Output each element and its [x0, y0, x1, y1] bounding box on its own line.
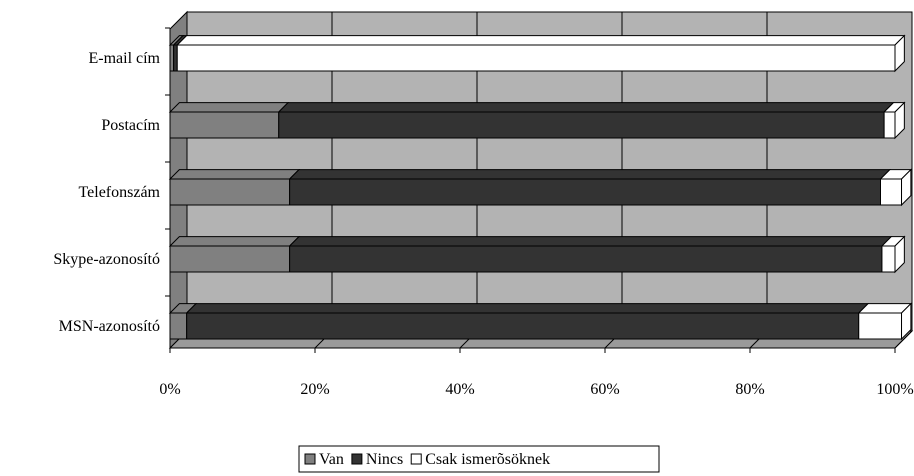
bar-nincs-3-top — [288, 169, 892, 180]
bar-csak-ismer-s-knek-3 — [879, 168, 913, 207]
bar-van-5-front — [169, 312, 188, 340]
bar-nincs-1-front — [173, 44, 178, 72]
bar-nincs-4 — [288, 236, 893, 273]
legend-swatch — [351, 453, 363, 465]
x-tick-label: 80% — [735, 381, 764, 398]
legend-swatch — [410, 453, 422, 465]
x-tick-label: 40% — [445, 381, 474, 398]
bar-csak-ismer-s-knek-5 — [857, 302, 913, 341]
bar-csak-ismer-s-knek-4-side — [894, 235, 905, 274]
category-labels: E-mail cím Postacím Telefonszám Skype-azono… — [53, 50, 160, 335]
bar-van-2-front — [169, 111, 280, 139]
category-label: Skype-azonosító — [53, 251, 160, 268]
bar-csak-ismer-s-knek-3-side — [901, 168, 912, 207]
bar-csak-ismer-s-knek-5-side — [901, 302, 912, 341]
bar-csak-ismer-s-knek-1-top — [176, 35, 906, 46]
x-tick-label: 0% — [159, 381, 180, 398]
bar-csak-ismer-s-knek-4-front — [881, 245, 896, 273]
bar-van-4-top — [168, 236, 301, 247]
bar-van-3-front — [169, 178, 291, 206]
bar-csak-ismer-s-knek-3-front — [880, 178, 903, 206]
bar-nincs-4-front — [289, 245, 883, 273]
bar-van-4-front — [169, 245, 291, 273]
x-tick-label: 60% — [590, 381, 619, 398]
bar-nincs-3 — [288, 169, 892, 206]
legend-label: Van — [319, 451, 344, 468]
bar-nincs-5 — [185, 303, 870, 340]
bar-nincs-2 — [277, 102, 895, 139]
category-label: Postacím — [101, 117, 160, 134]
category-label: Telefonszám — [78, 184, 160, 201]
bar-csak-ismer-s-knek-1-front — [176, 44, 896, 72]
bar-csak-ismer-s-knek-1-side — [894, 34, 905, 73]
bar-csak-ismer-s-knek-5-front — [858, 312, 903, 340]
bar-csak-ismer-s-knek-4 — [880, 235, 906, 274]
bar-van-3-top — [168, 169, 301, 180]
bar-nincs-4-top — [288, 236, 893, 247]
bar-nincs-5-top — [185, 303, 870, 314]
bar-nincs-2-top — [277, 102, 895, 113]
legend: Van Nincs Csak ismerõsöknek — [298, 445, 660, 473]
category-label: E-mail cím — [88, 50, 160, 67]
category-label: MSN-azonosító — [59, 318, 160, 335]
x-tick-label: 20% — [300, 381, 329, 398]
bars — [165, 27, 913, 341]
bar-csak-ismer-s-knek-2-front — [883, 111, 896, 139]
bar-nincs-5-front — [186, 312, 860, 340]
bar-csak-ismer-s-knek-2 — [882, 101, 906, 140]
legend-label: Nincs — [366, 451, 403, 468]
legend-swatch — [304, 453, 316, 465]
bar-van-2-top — [168, 102, 290, 113]
bar-van-1-front — [169, 44, 175, 72]
bar-csak-ismer-s-knek-1 — [176, 34, 906, 73]
legend-label: Csak ismerõsöknek — [425, 451, 550, 468]
gridline-floor — [894, 330, 913, 349]
bar-nincs-2-front — [278, 111, 885, 139]
x-axis-ticks: 0% 20% 40% 60% 80% 100% — [159, 348, 914, 398]
bar-van-4 — [168, 236, 301, 273]
bar-van-3 — [168, 169, 301, 206]
bar-nincs-3-front — [289, 178, 881, 206]
x-tick-label: 100% — [876, 381, 913, 398]
bar-van-2 — [168, 102, 290, 139]
bar-csak-ismer-s-knek-2-side — [894, 101, 905, 140]
